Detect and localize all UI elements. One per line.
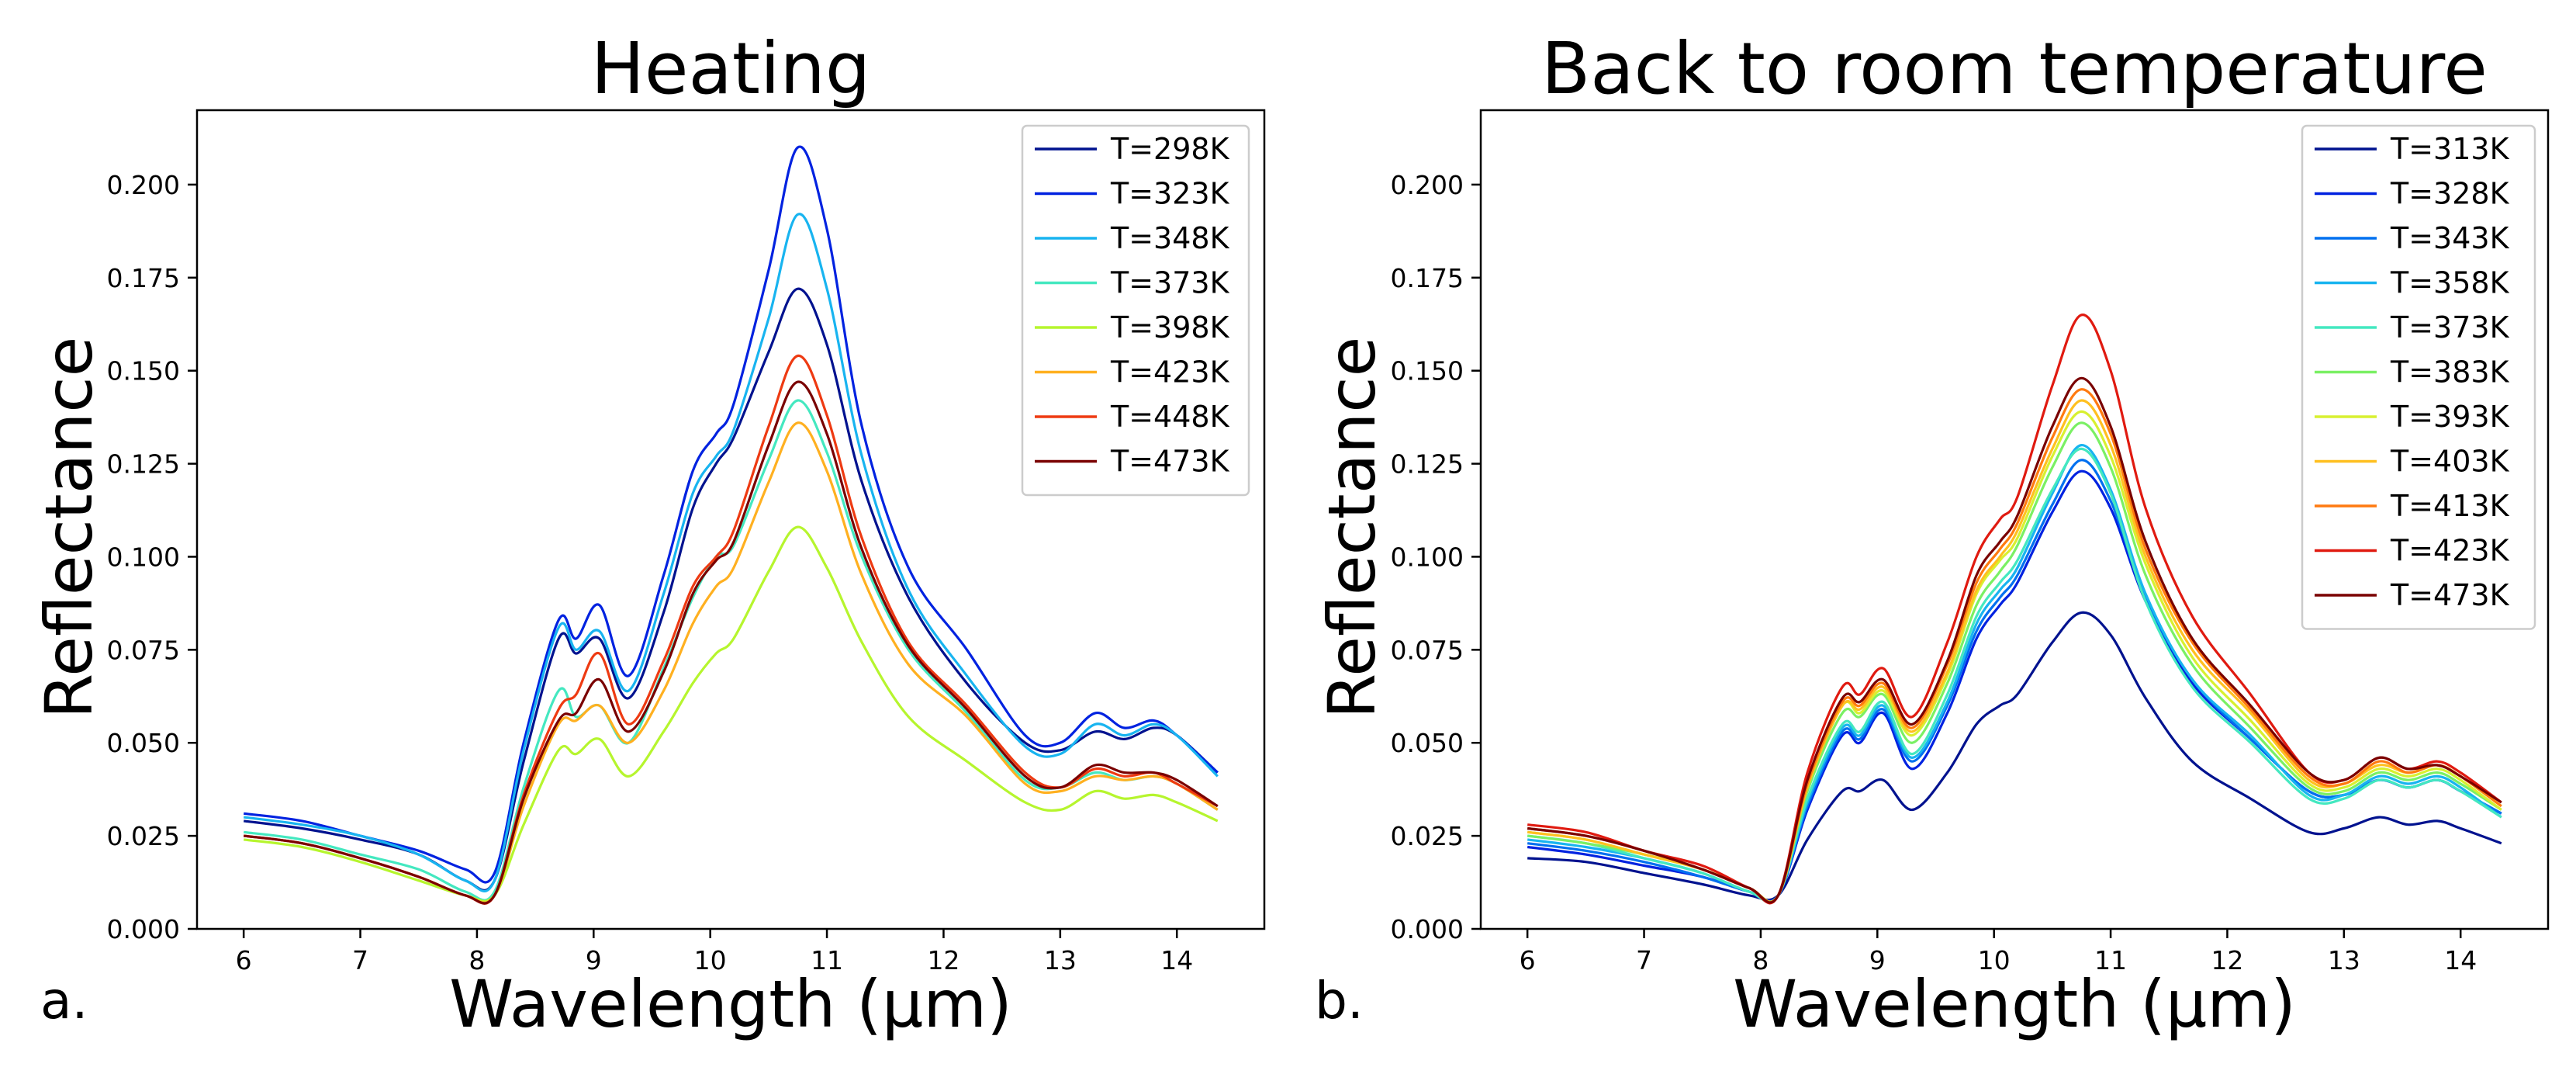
- x-tick-label: 13: [1044, 945, 1077, 975]
- x-tick-label: 10: [694, 945, 727, 975]
- x-axis-label: Wavelength (μm): [1733, 966, 2296, 1042]
- legend-entry: T=373K: [1110, 266, 1230, 300]
- y-tick-label: 0.200: [1391, 170, 1464, 200]
- x-tick-label: 10: [1978, 945, 2011, 975]
- y-tick-label: 0.050: [1391, 728, 1464, 758]
- y-tick-label: 0.000: [1391, 914, 1464, 944]
- legend-entry: T=343K: [2390, 221, 2510, 255]
- legend-entry: T=413K: [2390, 489, 2510, 523]
- x-tick-label: 8: [469, 945, 485, 975]
- y-tick-label: 0.100: [107, 542, 180, 572]
- x-tick-label: 14: [2444, 945, 2477, 975]
- legend-entry: T=313K: [2390, 132, 2510, 166]
- chart-title: Heating: [591, 27, 871, 110]
- chart-back-to-room-temperature: 6 7 8 9 10 11 12 13 14 0.000 0.025 0.050 0.075 0.100 0…: [1314, 27, 2550, 1042]
- legend-box: [2301, 124, 2536, 630]
- legend-entry: T=393K: [2390, 400, 2510, 434]
- x-tick-label: 6: [236, 945, 252, 975]
- y-tick-label: 0.050: [107, 728, 180, 758]
- chart-heating: 6 7 8 9 10 11 12 13 14 0.000 0.025 0.050 0.075 0.100 0…: [31, 27, 1266, 1042]
- legend-entry: T=473K: [1110, 445, 1230, 479]
- y-tick-label: 0.175: [107, 263, 180, 293]
- y-tick-label: 0.075: [107, 635, 180, 665]
- legend-entry: T=473K: [2390, 578, 2510, 612]
- y-tick-label: 0.075: [1391, 635, 1464, 665]
- legend-entry: T=348K: [1110, 221, 1230, 255]
- legend-entry: T=398K: [1110, 310, 1230, 345]
- series-line-t473k: [1527, 376, 2502, 904]
- series-group: [243, 145, 1219, 905]
- y-tick-label: 0.100: [1391, 542, 1464, 572]
- legend-entry: T=383K: [2390, 355, 2510, 390]
- legend: T=313K T=328K T=343K T=358K T=373K T=383K T=39…: [2301, 124, 2536, 630]
- y-tick-label: 0.000: [107, 914, 180, 944]
- series-group: [1527, 314, 2502, 905]
- plot-frame: [195, 109, 1266, 930]
- legend-entry: T=358K: [2390, 266, 2510, 300]
- series-line-t348k: [243, 213, 1219, 892]
- y-tick-label: 0.125: [107, 449, 180, 480]
- legend-entry: T=423K: [2390, 534, 2510, 568]
- x-tick-label: 6: [1520, 945, 1536, 975]
- legend-entry: T=373K: [2390, 310, 2510, 345]
- legend-entry: T=328K: [2390, 177, 2510, 211]
- x-tick-label: 8: [1752, 945, 1769, 975]
- x-tick-label: 11: [2094, 945, 2127, 975]
- x-tick-label: 9: [586, 945, 602, 975]
- x-tick-label: 7: [1636, 945, 1652, 975]
- x-tick-label: 11: [811, 945, 843, 975]
- x-tick-label: 13: [2328, 945, 2360, 975]
- y-tick-label: 0.150: [107, 356, 180, 386]
- x-axis-label: Wavelength (μm): [449, 966, 1012, 1042]
- y-axis-label: Reflectance: [1314, 337, 1390, 719]
- y-tick-label: 0.150: [1391, 356, 1464, 386]
- x-tick-label: 7: [352, 945, 368, 975]
- series-line-t398k: [243, 525, 1219, 903]
- plot-frame: [1479, 109, 2550, 930]
- y-tick-label: 0.025: [1391, 821, 1464, 851]
- legend-entry: T=323K: [1110, 177, 1230, 211]
- panel-label: a.: [40, 971, 88, 1031]
- legend-entry: T=423K: [1110, 355, 1230, 390]
- x-tick-label: 9: [1869, 945, 1886, 975]
- x-tick-label: 12: [2211, 945, 2243, 975]
- legend-entry: T=298K: [1110, 132, 1230, 166]
- legend-entry: T=403K: [2390, 445, 2510, 479]
- y-tick-label: 0.125: [1391, 449, 1464, 480]
- chart-title: Back to room temperature: [1541, 27, 2488, 110]
- y-tick-label: 0.025: [107, 821, 180, 851]
- legend-box: [1021, 124, 1250, 497]
- y-tick-label: 0.175: [1391, 263, 1464, 293]
- legend: T=298K T=323K T=348K T=373K T=398K T=423K T=44…: [1021, 124, 1250, 497]
- panel-label: b.: [1315, 971, 1364, 1031]
- legend-entry: T=448K: [1110, 400, 1230, 434]
- series-line-t473k: [243, 380, 1219, 905]
- y-tick-label: 0.200: [107, 170, 180, 200]
- y-axis-label: Reflectance: [31, 337, 107, 719]
- x-tick-label: 14: [1160, 945, 1193, 975]
- series-line-t323k: [243, 145, 1219, 884]
- x-tick-label: 12: [927, 945, 960, 975]
